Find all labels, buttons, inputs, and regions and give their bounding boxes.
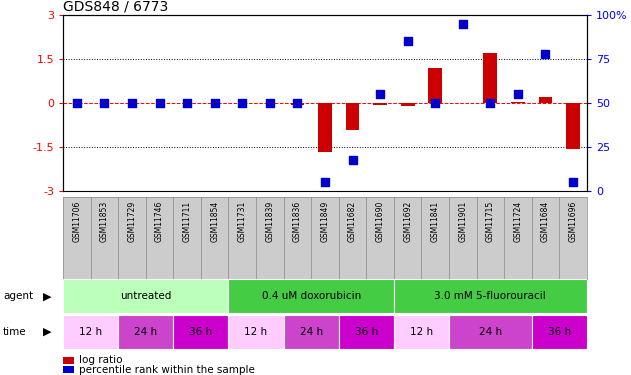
Text: 12 h: 12 h	[410, 327, 433, 337]
Text: 24 h: 24 h	[479, 327, 502, 337]
Point	[265, 100, 275, 106]
Point	[100, 100, 110, 106]
Bar	[283, 315, 339, 349]
Text: GSM11841: GSM11841	[431, 201, 440, 242]
Text: GSM11692: GSM11692	[403, 201, 412, 242]
Bar	[566, 103, 580, 148]
Bar	[394, 279, 587, 313]
Point	[72, 100, 82, 106]
Text: GSM11682: GSM11682	[348, 201, 357, 242]
Bar	[228, 279, 394, 313]
Text: GSM11901: GSM11901	[458, 201, 468, 242]
Point	[403, 39, 413, 45]
Text: time: time	[3, 327, 27, 337]
Bar	[290, 103, 304, 105]
Bar	[228, 315, 283, 349]
Point	[513, 92, 523, 98]
Bar	[63, 315, 118, 349]
Point	[209, 100, 220, 106]
Text: ▶: ▶	[43, 291, 51, 301]
Bar	[511, 102, 525, 103]
Point	[540, 51, 550, 57]
Point	[155, 100, 165, 106]
Text: GSM11715: GSM11715	[486, 201, 495, 242]
Text: GSM11853: GSM11853	[100, 201, 109, 242]
Bar	[373, 103, 387, 105]
Bar	[63, 279, 228, 313]
Bar	[428, 68, 442, 103]
Point	[348, 156, 358, 162]
Point	[127, 100, 137, 106]
Text: GSM11836: GSM11836	[293, 201, 302, 242]
Point	[457, 21, 468, 27]
Point	[568, 180, 578, 186]
Text: 36 h: 36 h	[189, 327, 213, 337]
Text: log ratio: log ratio	[79, 356, 122, 365]
Text: 12 h: 12 h	[79, 327, 102, 337]
Point	[292, 100, 302, 106]
Bar	[539, 97, 552, 103]
Text: GSM11849: GSM11849	[321, 201, 329, 242]
Bar	[394, 315, 449, 349]
Text: GSM11711: GSM11711	[182, 201, 192, 242]
Point	[485, 100, 495, 106]
Text: GSM11696: GSM11696	[569, 201, 577, 242]
Text: 36 h: 36 h	[355, 327, 378, 337]
Bar	[339, 315, 394, 349]
Text: 24 h: 24 h	[300, 327, 322, 337]
Text: GSM11854: GSM11854	[210, 201, 219, 242]
Text: GSM11724: GSM11724	[514, 201, 522, 242]
Text: 24 h: 24 h	[134, 327, 157, 337]
Bar	[449, 315, 532, 349]
Text: untreated: untreated	[120, 291, 172, 301]
Text: GSM11706: GSM11706	[73, 201, 81, 242]
Point	[237, 100, 247, 106]
Bar	[174, 315, 228, 349]
Point	[430, 100, 440, 106]
Text: 3.0 mM 5-fluorouracil: 3.0 mM 5-fluorouracil	[435, 291, 546, 301]
Text: percentile rank within the sample: percentile rank within the sample	[79, 365, 255, 375]
Text: GSM11839: GSM11839	[266, 201, 274, 242]
Text: 0.4 uM doxorubicin: 0.4 uM doxorubicin	[262, 291, 361, 301]
Text: 36 h: 36 h	[548, 327, 571, 337]
Text: agent: agent	[3, 291, 33, 301]
Bar	[118, 315, 174, 349]
Text: GSM11729: GSM11729	[127, 201, 136, 242]
Text: GDS848 / 6773: GDS848 / 6773	[63, 0, 168, 14]
Point	[320, 180, 330, 186]
Text: GSM11690: GSM11690	[375, 201, 384, 242]
Bar	[532, 315, 587, 349]
Point	[375, 92, 385, 98]
Bar	[318, 103, 332, 152]
Bar	[483, 53, 497, 103]
Bar	[401, 103, 415, 106]
Text: GSM11746: GSM11746	[155, 201, 164, 242]
Point	[182, 100, 192, 106]
Text: GSM11684: GSM11684	[541, 201, 550, 242]
Text: ▶: ▶	[43, 327, 51, 337]
Text: 12 h: 12 h	[244, 327, 268, 337]
Text: GSM11731: GSM11731	[238, 201, 247, 242]
Bar	[346, 103, 360, 130]
